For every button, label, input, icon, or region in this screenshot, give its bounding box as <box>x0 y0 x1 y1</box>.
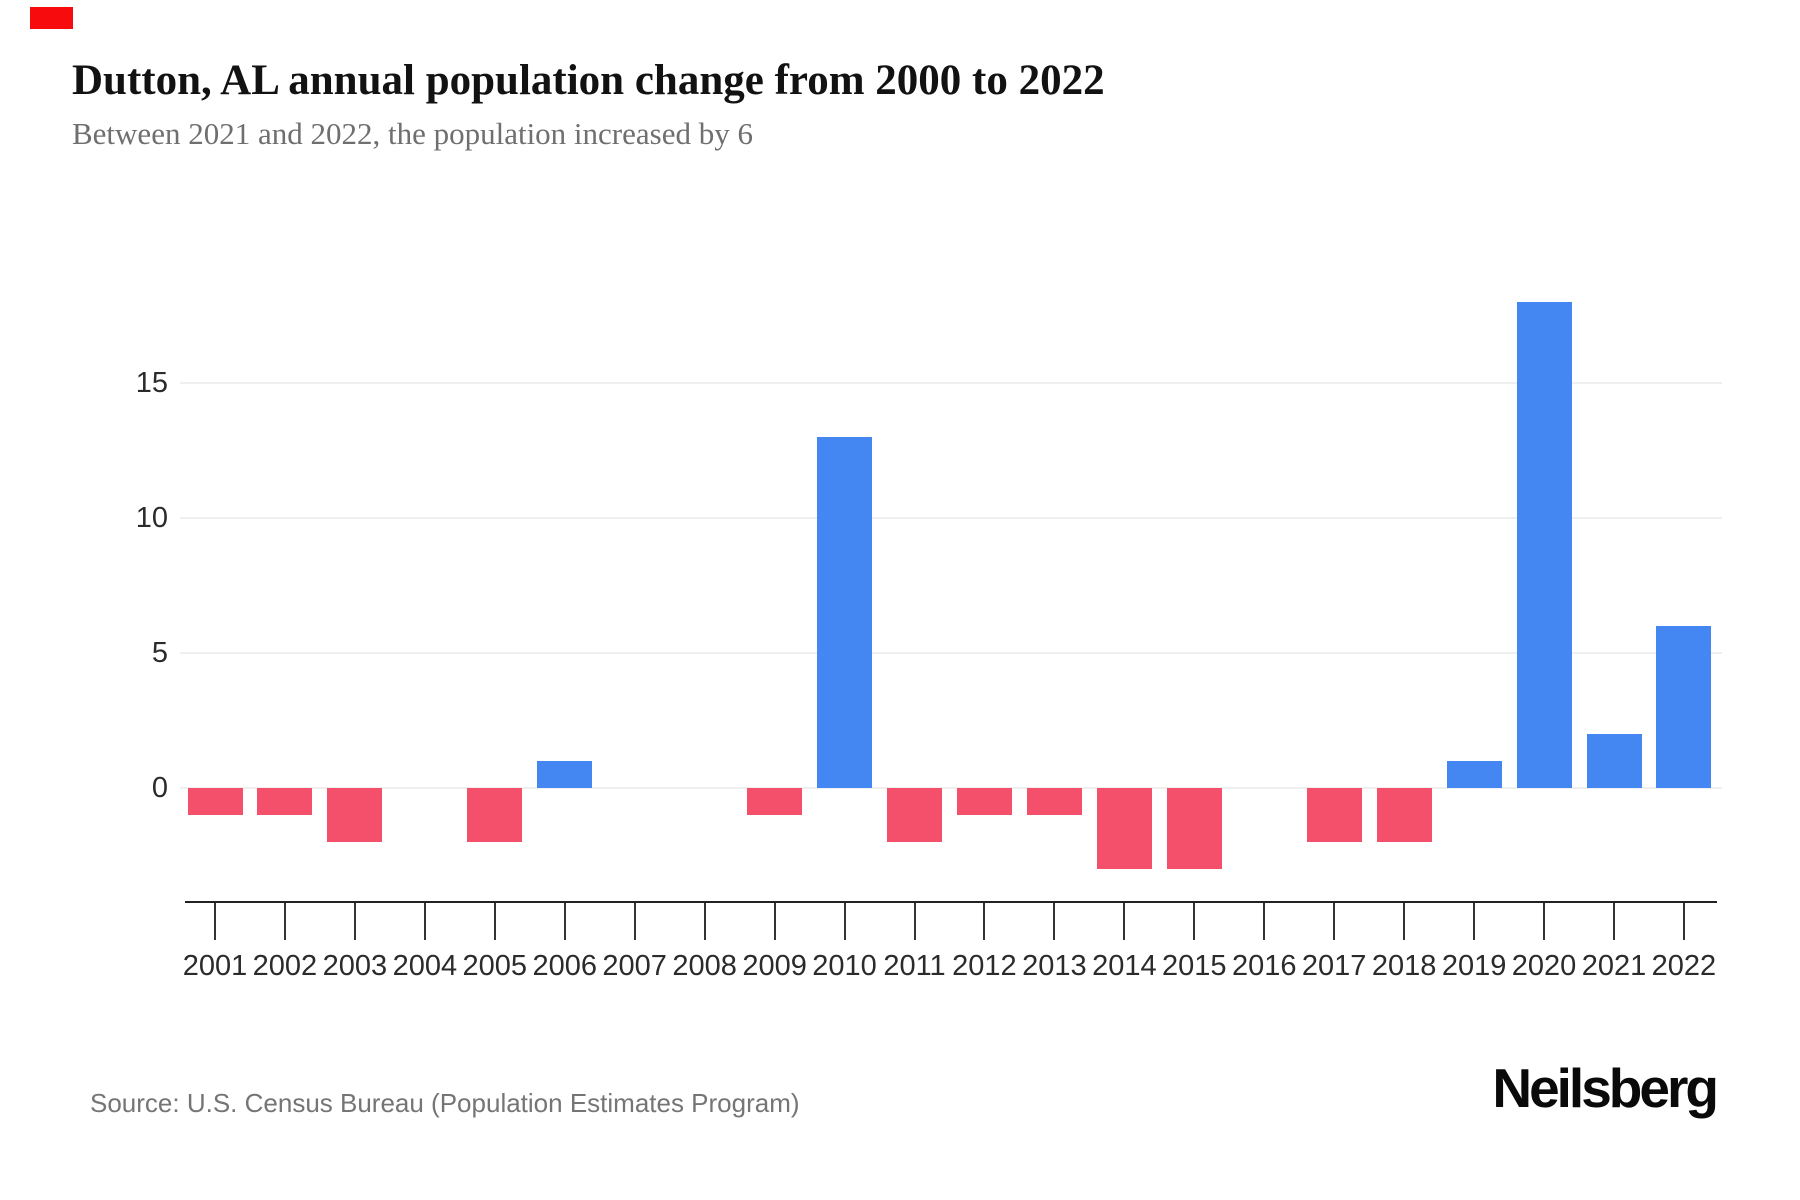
bar-2002[interactable] <box>257 788 313 815</box>
plot-area: 0 5 10 15 2001 2002 2003 2004 2005 2006 2007 2008 20… <box>135 302 1722 982</box>
x-tick-label-2017: 2017 <box>1301 950 1367 982</box>
x-tick-label-2003: 2003 <box>322 950 388 982</box>
x-tick-2016 <box>1263 903 1266 940</box>
x-tick-2015 <box>1193 903 1196 940</box>
x-tick-label-2018: 2018 <box>1371 950 1437 982</box>
x-tick-2008 <box>703 903 706 940</box>
bar-2019[interactable] <box>1446 761 1502 788</box>
x-tick-label-2006: 2006 <box>532 950 597 982</box>
x-tick-label-2019: 2019 <box>1441 950 1507 982</box>
bar-2011[interactable] <box>887 788 942 842</box>
bar-2010[interactable] <box>817 437 873 788</box>
bar-2012[interactable] <box>956 788 1012 815</box>
x-tick-label-2005: 2005 <box>462 950 528 982</box>
x-tick-label-2015: 2015 <box>1162 950 1227 982</box>
x-tick-label-2009: 2009 <box>742 950 807 982</box>
bar-2009[interactable] <box>747 788 803 815</box>
bar-2003[interactable] <box>327 788 383 842</box>
x-tick-2019 <box>1473 903 1476 940</box>
bar-2021[interactable] <box>1586 734 1642 788</box>
x-tick-label-2013: 2013 <box>1022 950 1087 982</box>
source-note: Source: U.S. Census Bureau (Population E… <box>90 1088 800 1118</box>
corner-marker <box>30 7 73 29</box>
x-tick-2018 <box>1403 903 1406 940</box>
x-tick-label-2011: 2011 <box>883 950 946 982</box>
y-tick-label-15: 15 <box>135 367 168 399</box>
x-tick-label-2014: 2014 <box>1092 950 1157 982</box>
x-tick-2013 <box>1053 903 1056 940</box>
x-tick-2002 <box>283 903 286 940</box>
bar-2013[interactable] <box>1026 788 1082 815</box>
x-tick-2010 <box>843 903 846 940</box>
x-tick-2011 <box>913 903 916 940</box>
x-tick-label-2022: 2022 <box>1651 950 1717 982</box>
bar-2014[interactable] <box>1096 788 1152 869</box>
page-subtitle: Between 2021 and 2022, the population in… <box>72 116 753 151</box>
x-tick-label-2010: 2010 <box>812 950 877 982</box>
bar-2017[interactable] <box>1306 788 1362 842</box>
bar-2018[interactable] <box>1376 788 1432 842</box>
bar-2006[interactable] <box>537 761 593 788</box>
gridline-0 <box>180 787 1722 789</box>
x-tick-2003 <box>353 903 356 940</box>
x-tick-label-2007: 2007 <box>602 950 667 982</box>
page-title: Dutton, AL annual population change from… <box>72 57 1105 104</box>
y-tick-label-10: 10 <box>135 502 168 534</box>
y-tick-label-5: 5 <box>151 637 168 669</box>
x-tick-label-2020: 2020 <box>1511 950 1577 982</box>
x-tick-2006 <box>563 903 566 940</box>
bar-2020[interactable] <box>1516 302 1572 788</box>
x-tick-2017 <box>1333 903 1336 940</box>
x-tick-2009 <box>773 903 776 940</box>
x-tick-label-2004: 2004 <box>392 950 458 982</box>
x-tick-2001 <box>214 903 216 940</box>
x-tick-2005 <box>493 903 496 940</box>
gridline-5 <box>180 652 1722 654</box>
bar-2022[interactable] <box>1656 626 1712 788</box>
x-tick-2014 <box>1123 903 1126 940</box>
x-tick-2022 <box>1682 903 1685 940</box>
gridline-15 <box>180 382 1722 384</box>
x-tick-2007 <box>633 903 636 940</box>
x-tick-label-2001: 2001 <box>182 950 248 982</box>
x-tick-label-2008: 2008 <box>672 950 737 982</box>
x-tick-2020 <box>1543 903 1546 940</box>
x-tick-2021 <box>1613 903 1615 940</box>
x-tick-label-2012: 2012 <box>952 950 1017 982</box>
gridline-10 <box>180 517 1722 519</box>
x-tick-2012 <box>983 903 986 940</box>
bar-2005[interactable] <box>467 788 523 842</box>
x-tick-label-2021: 2021 <box>1581 950 1647 982</box>
brand-logo: Neilsberg <box>1492 1057 1719 1119</box>
x-axis-line <box>185 901 1717 903</box>
x-tick-label-2002: 2002 <box>252 950 318 982</box>
bar-2001[interactable] <box>187 788 243 815</box>
y-tick-label-0: 0 <box>151 772 168 804</box>
x-tick-label-2016: 2016 <box>1231 950 1297 982</box>
x-tick-2004 <box>423 903 426 940</box>
bar-2015[interactable] <box>1166 788 1222 869</box>
